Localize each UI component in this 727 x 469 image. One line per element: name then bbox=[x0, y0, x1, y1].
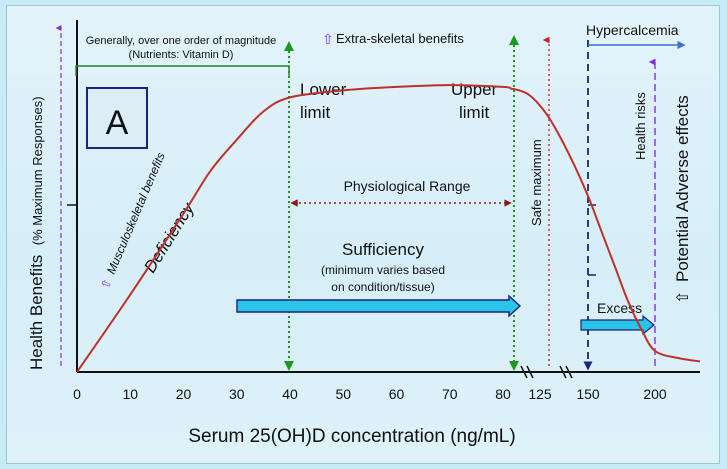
magnitude-note-line1: Generally, over one order of magnitude bbox=[86, 35, 277, 47]
x-axis-label: Serum 25(OH)D concentration (ng/mL) bbox=[188, 426, 515, 447]
lower-limit-label-2: limit bbox=[300, 103, 330, 122]
extra-skeletal-arrow-icon: ⇧ bbox=[322, 31, 334, 47]
panel-label: A bbox=[106, 104, 129, 142]
x-tick-label-60: 60 bbox=[389, 386, 405, 402]
upper-limit-label-2: limit bbox=[459, 103, 489, 122]
y-axis-label-main: Health Benefits bbox=[27, 255, 46, 370]
sufficiency-note-line1: (minimum varies based bbox=[321, 263, 445, 277]
x-tick-label-150: 150 bbox=[576, 386, 600, 402]
deficiency-label: Deficiency bbox=[140, 198, 198, 276]
sufficiency-note-line2: on condition/tissue) bbox=[331, 280, 434, 294]
musculoskeletal-arrow-icon: ⇧ bbox=[98, 276, 115, 291]
x-tick-label-20: 20 bbox=[176, 386, 192, 402]
x-tick-label-0: 0 bbox=[73, 386, 81, 402]
health-benefit-curve bbox=[76, 84, 701, 373]
x-tick-label-40: 40 bbox=[282, 386, 298, 402]
x-tick-label-50: 50 bbox=[336, 386, 352, 402]
magnitude-bracket bbox=[75, 65, 290, 76]
health-risks-label: Health risks bbox=[633, 92, 648, 160]
hypercalcemia-label: Hypercalcemia bbox=[586, 22, 679, 38]
adverse-arrow-icon: ⇧ bbox=[675, 291, 692, 304]
y-axis-label: Health Benefits (% Maximum Responses) bbox=[27, 96, 46, 370]
x-tick-label-125: 125 bbox=[528, 386, 552, 402]
upper-limit-label-1: Upper bbox=[451, 80, 498, 99]
lower-limit-label-1: Lower bbox=[300, 80, 347, 99]
safe-maximum-label: Safe maximum bbox=[529, 139, 544, 226]
physiological-range-label: Physiological Range bbox=[344, 178, 471, 194]
excess-label: Excess bbox=[597, 300, 642, 316]
magnitude-note-line2: (Nutrients: Vitamin D) bbox=[129, 49, 234, 61]
sufficiency-label: Sufficiency bbox=[342, 240, 424, 259]
axis-break-marks bbox=[520, 365, 573, 379]
x-tick-label-80: 80 bbox=[495, 386, 511, 402]
y-axis-label-sub: (% Maximum Responses) bbox=[30, 96, 45, 245]
potential-adverse-effects-label: Potential Adverse effects bbox=[673, 95, 692, 282]
extra-skeletal-label: Extra-skeletal benefits bbox=[336, 31, 464, 46]
sufficiency-block-arrow bbox=[236, 294, 522, 318]
panel-label-box bbox=[86, 87, 148, 149]
x-tick-label-10: 10 bbox=[123, 386, 139, 402]
x-tick-label-70: 70 bbox=[442, 386, 458, 402]
chart-frame bbox=[6, 5, 720, 464]
x-tick-labels: 0 10 20 30 40 50 60 70 80 125 150 200 bbox=[73, 386, 667, 402]
x-tick-label-200: 200 bbox=[643, 386, 667, 402]
x-tick-label-30: 30 bbox=[229, 386, 245, 402]
